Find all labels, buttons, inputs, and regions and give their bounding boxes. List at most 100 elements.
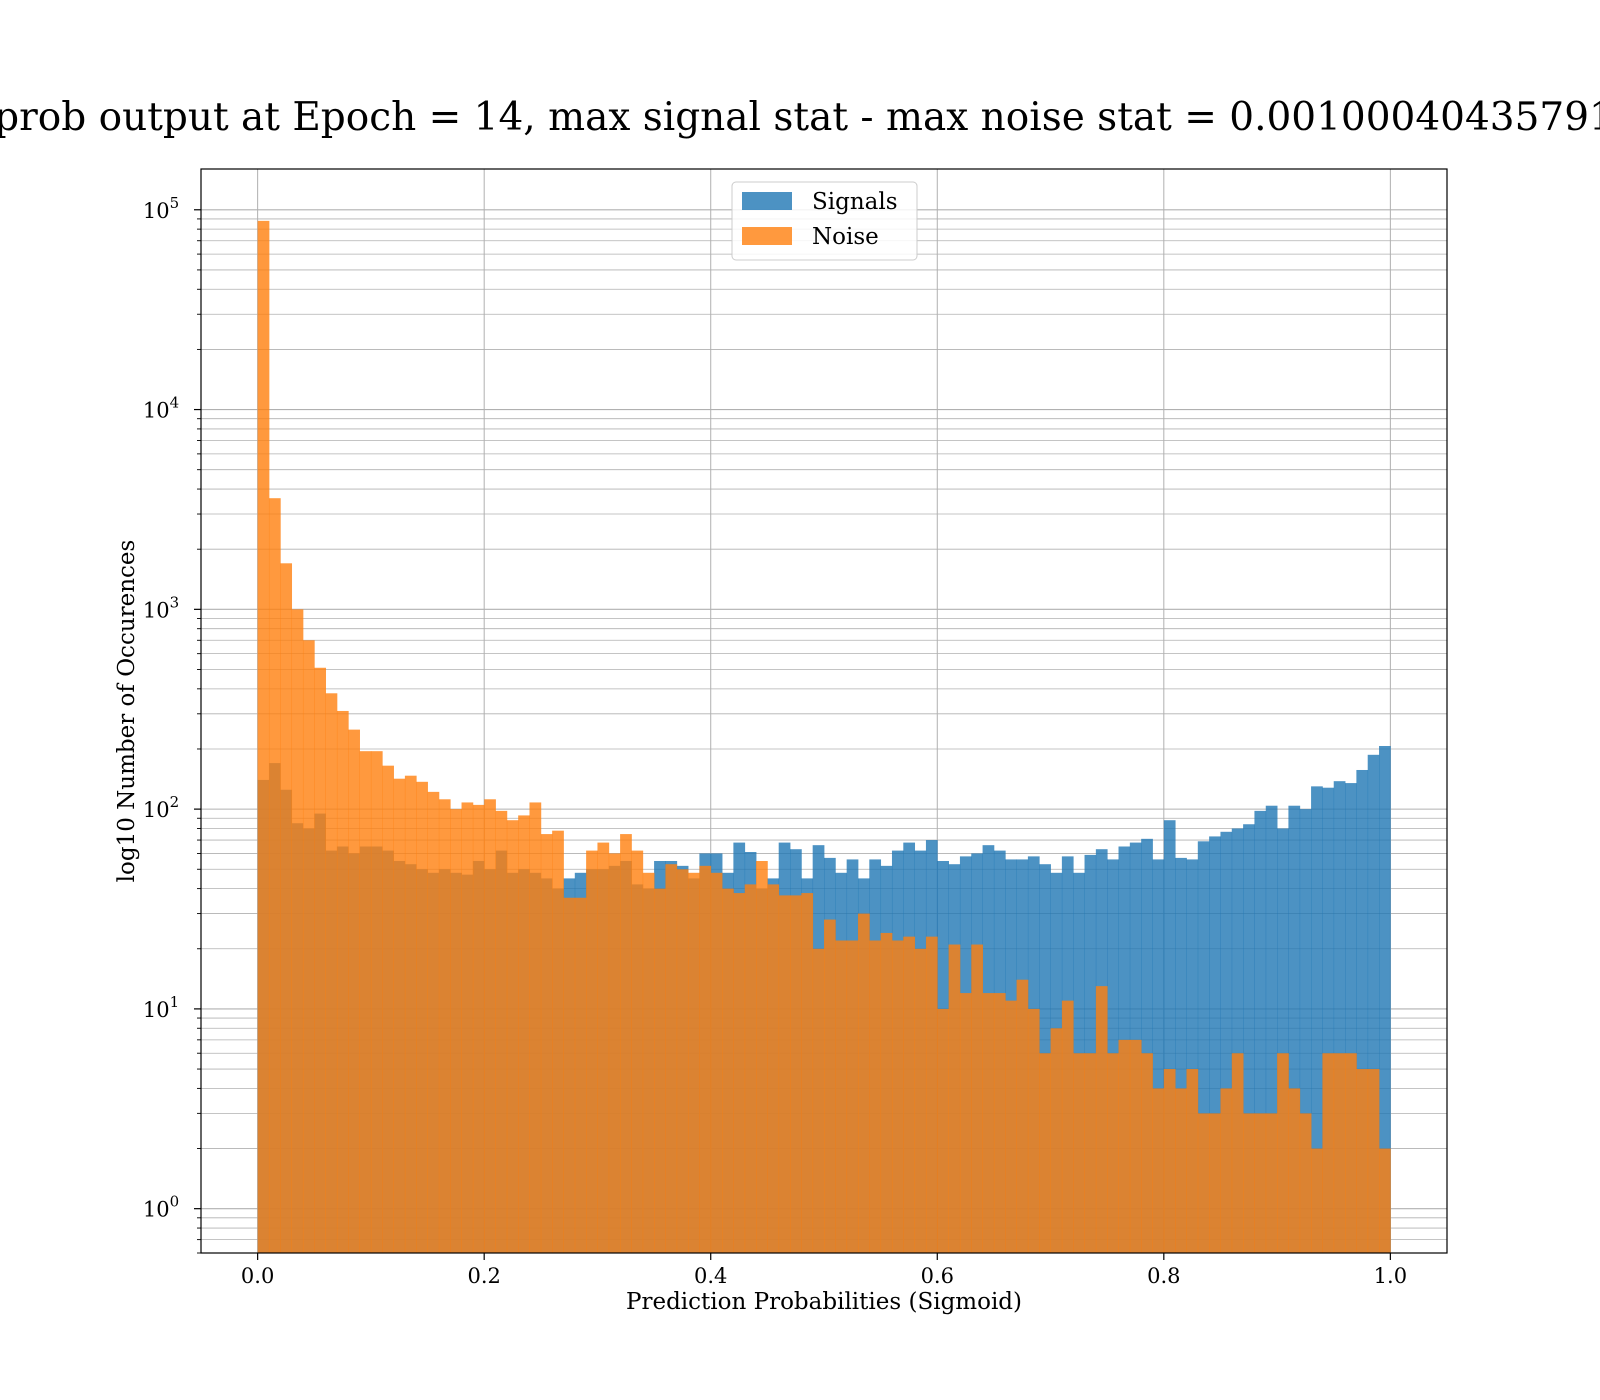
legend-label-noise: Noise	[812, 224, 879, 250]
noise-bar	[563, 897, 576, 1253]
noise-bar	[1254, 1113, 1267, 1253]
noise-bar	[484, 799, 496, 1253]
y-tick-label: 100	[143, 1193, 179, 1222]
noise-bar	[416, 781, 428, 1253]
noise-bar	[1084, 1053, 1097, 1253]
noise-bar	[903, 936, 916, 1253]
noise-bar	[767, 884, 780, 1253]
noise-bar	[631, 850, 644, 1253]
noise-bar	[959, 993, 972, 1253]
noise-bar	[586, 850, 598, 1253]
noise-bar	[790, 895, 802, 1253]
noise-bar	[291, 609, 304, 1253]
axis-ticks: 0.0 0.2 0.4 0.6 0.8 1.0 100 101 102 103 104 105	[143, 194, 1407, 1288]
noise-bar	[835, 940, 848, 1253]
noise-bar	[1186, 1069, 1199, 1253]
signals-bar	[1175, 857, 1187, 1253]
noise-bar	[427, 791, 440, 1253]
noise-bar	[1005, 1000, 1017, 1253]
noise-bar	[1197, 1113, 1210, 1253]
noise-bar	[801, 893, 814, 1253]
noise-bar	[1163, 1069, 1176, 1253]
noise-bar	[370, 751, 383, 1253]
y-tick-label: 104	[143, 394, 179, 423]
signals-bar	[1345, 783, 1357, 1253]
signals-bar	[1141, 838, 1153, 1253]
noise-bar	[574, 897, 587, 1253]
noise-bar	[1061, 1000, 1074, 1253]
signals-bar	[1163, 820, 1176, 1253]
noise-bar	[824, 919, 836, 1253]
noise-bar	[495, 810, 508, 1253]
noise-bar	[1265, 1113, 1278, 1253]
noise-bar	[654, 888, 666, 1253]
x-tick-label: 0.2	[467, 1264, 500, 1288]
signals-bar	[1265, 805, 1278, 1253]
noise-bar	[1209, 1113, 1221, 1253]
noise-bar	[642, 872, 655, 1253]
noise-bar	[280, 563, 293, 1253]
noise-bar	[1152, 1088, 1165, 1253]
noise-bar	[1141, 1053, 1153, 1253]
noise-bar	[756, 860, 768, 1253]
signals-bar	[1209, 836, 1221, 1253]
signals-bar	[1379, 745, 1391, 1253]
noise-bar	[1027, 1008, 1040, 1253]
noise-bars	[257, 220, 1391, 1254]
noise-bar	[744, 884, 757, 1253]
noise-bar	[472, 804, 485, 1253]
noise-bar	[1322, 1053, 1335, 1253]
noise-bar	[891, 940, 904, 1253]
signals-bar	[1356, 769, 1369, 1253]
noise-bar	[1379, 1148, 1391, 1253]
noise-bar	[869, 940, 882, 1253]
noise-bar	[450, 809, 462, 1253]
noise-bar	[1129, 1039, 1142, 1253]
legend-swatch-noise	[742, 227, 792, 245]
signals-bar	[1333, 781, 1346, 1253]
signals-bar	[1311, 786, 1323, 1253]
noise-bar	[688, 872, 700, 1253]
x-tick-label: 0.0	[241, 1264, 274, 1288]
noise-bar	[1050, 1028, 1063, 1253]
noise-bar	[1118, 1039, 1131, 1253]
noise-bar	[812, 948, 825, 1253]
noise-bar	[778, 895, 791, 1253]
noise-bar	[971, 944, 983, 1253]
noise-bar	[597, 842, 610, 1253]
noise-bar	[1345, 1053, 1357, 1253]
noise-bar	[1095, 986, 1108, 1253]
plot-frame	[200, 168, 1448, 1254]
legend-label-signals: Signals	[812, 189, 898, 215]
noise-bar	[1277, 1053, 1289, 1253]
x-tick-label: 0.4	[694, 1264, 727, 1288]
signals-bar	[1277, 828, 1289, 1253]
noise-bar	[257, 220, 270, 1253]
noise-bar	[1231, 1053, 1244, 1253]
noise-bar	[1107, 1053, 1119, 1253]
noise-bar	[620, 834, 632, 1253]
noise-bar	[1073, 1053, 1085, 1253]
x-axis-label: Prediction Probabilities (Sigmoid)	[626, 1289, 1022, 1315]
signals-bar	[1322, 787, 1335, 1253]
noise-bar	[348, 729, 360, 1253]
noise-bar	[540, 834, 553, 1253]
noise-bar	[676, 869, 689, 1253]
y-axis-label: log10 Number of Occurences	[114, 540, 140, 883]
noise-bar	[438, 799, 451, 1253]
noise-bar	[382, 765, 394, 1253]
noise-bar	[914, 948, 927, 1253]
noise-bar	[948, 944, 961, 1253]
noise-bar	[1367, 1069, 1380, 1253]
signals-bar	[1254, 810, 1267, 1253]
signals-bar	[1288, 805, 1301, 1253]
signals-bar	[1197, 841, 1210, 1253]
noise-bar	[1299, 1113, 1312, 1253]
noise-bar	[1311, 1148, 1323, 1253]
noise-bar	[1039, 1053, 1051, 1253]
noise-bar	[404, 775, 417, 1253]
noise-bar	[518, 815, 530, 1253]
legend-swatch-signals	[742, 192, 792, 210]
